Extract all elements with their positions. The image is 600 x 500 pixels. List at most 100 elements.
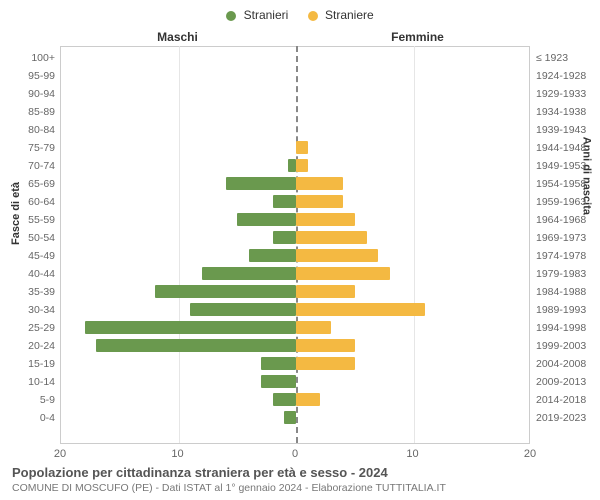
bar-female [296,285,355,298]
legend-label-female: Straniere [325,8,374,22]
y-label-age: 10-14 [0,377,55,388]
y-label-year: 2004-2008 [536,359,596,370]
legend-item-female: Straniere [308,8,374,22]
age-row [61,391,531,407]
age-row [61,373,531,389]
bar-male [273,231,297,244]
bar-female [296,339,355,352]
bar-female [296,303,425,316]
bar-female [296,177,343,190]
x-tick-label: 0 [292,448,298,460]
age-row [61,355,531,371]
bar-male [273,393,297,406]
y-label-year: 1994-1998 [536,323,596,334]
age-row [61,175,531,191]
age-row [61,247,531,263]
age-row [61,49,531,65]
y-label-age: 90-94 [0,89,55,100]
bar-female [296,267,390,280]
column-title-female: Femmine [300,30,535,44]
y-label-year: 1924-1928 [536,71,596,82]
y-label-age: 45-49 [0,251,55,262]
y-label-age: 55-59 [0,215,55,226]
y-label-age: 50-54 [0,233,55,244]
y-label-age: 30-34 [0,305,55,316]
y-label-year: 1969-1973 [536,233,596,244]
y-label-year: 1949-1953 [536,161,596,172]
x-tick-label: 20 [54,448,66,460]
bar-male [155,285,296,298]
bar-rows [61,46,531,444]
legend-label-male: Stranieri [244,8,289,22]
y-label-year: 1954-1958 [536,179,596,190]
y-label-year: 1959-1963 [536,197,596,208]
y-label-age: 75-79 [0,143,55,154]
bar-male [284,411,296,424]
y-label-year: 2014-2018 [536,395,596,406]
bar-male [261,357,296,370]
bar-female [296,141,308,154]
age-row [61,103,531,119]
y-label-year: 1974-1978 [536,251,596,262]
legend: Stranieri Straniere [0,8,600,22]
y-label-year: 1934-1938 [536,107,596,118]
legend-swatch-male [226,11,236,21]
y-label-year: 1929-1933 [536,89,596,100]
bar-female [296,195,343,208]
y-label-age: 15-19 [0,359,55,370]
age-row [61,139,531,155]
y-label-age: 80-84 [0,125,55,136]
y-label-year: 1979-1983 [536,269,596,280]
age-row [61,337,531,353]
age-row [61,85,531,101]
bar-female [296,393,320,406]
bar-female [296,213,355,226]
bar-male [249,249,296,262]
y-label-age: 20-24 [0,341,55,352]
y-label-year: ≤ 1923 [536,53,596,64]
age-row [61,265,531,281]
bar-female [296,231,367,244]
y-label-year: 1939-1943 [536,125,596,136]
y-label-age: 0-4 [0,413,55,424]
age-row [61,157,531,173]
x-tick-label: 20 [524,448,536,460]
plot-area [60,46,530,444]
chart-title: Popolazione per cittadinanza straniera p… [12,465,588,480]
age-row [61,121,531,137]
legend-item-male: Stranieri [226,8,288,22]
bar-male [190,303,296,316]
y-label-year: 1999-2003 [536,341,596,352]
age-row [61,67,531,83]
chart-subtitle: COMUNE DI MOSCUFO (PE) - Dati ISTAT al 1… [12,482,588,494]
bar-female [296,249,378,262]
y-label-age: 40-44 [0,269,55,280]
y-label-age: 60-64 [0,197,55,208]
age-row [61,193,531,209]
age-row [61,283,531,299]
y-label-age: 65-69 [0,179,55,190]
age-row [61,229,531,245]
bar-male [202,267,296,280]
y-label-year: 2019-2023 [536,413,596,424]
legend-swatch-female [308,11,318,21]
bar-male [85,321,297,334]
bar-female [296,159,308,172]
y-label-age: 70-74 [0,161,55,172]
age-row [61,211,531,227]
y-label-age: 35-39 [0,287,55,298]
chart-container: Stranieri Straniere Maschi Femmine Fasce… [0,0,600,500]
y-label-age: 5-9 [0,395,55,406]
y-label-age: 100+ [0,53,55,64]
bar-male [237,213,296,226]
y-label-year: 1944-1948 [536,143,596,154]
y-label-age: 95-99 [0,71,55,82]
age-row [61,319,531,335]
y-label-year: 2009-2013 [536,377,596,388]
bar-female [296,321,331,334]
y-label-year: 1964-1968 [536,215,596,226]
y-label-year: 1989-1993 [536,305,596,316]
bar-male [273,195,297,208]
age-row [61,409,531,425]
bar-male [261,375,296,388]
